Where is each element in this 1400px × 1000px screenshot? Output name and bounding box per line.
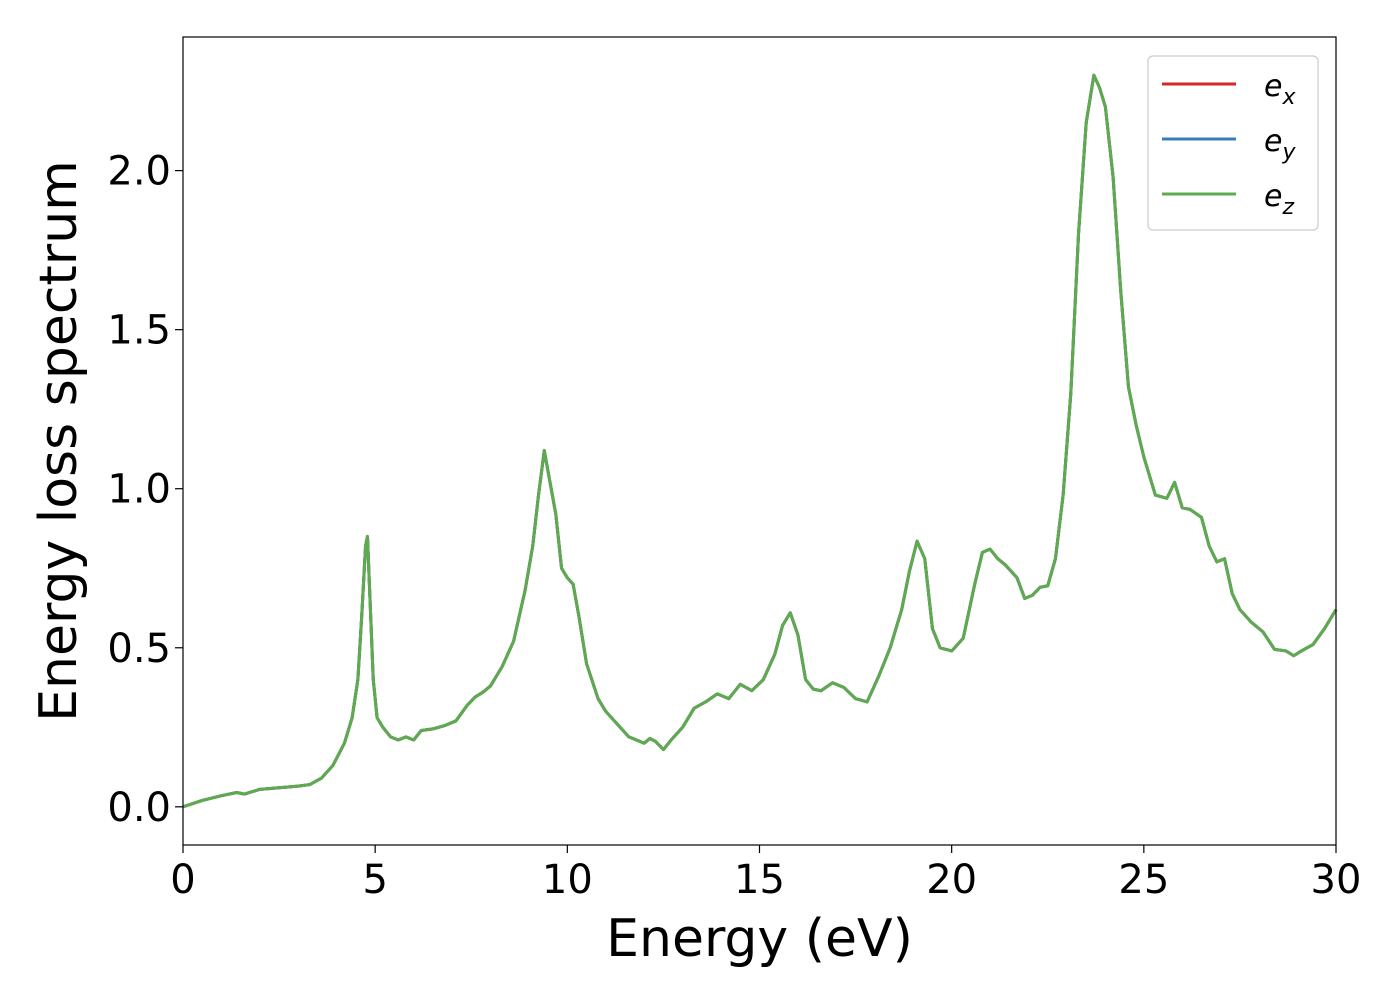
series-layer — [182, 73, 1338, 809]
y-axis: 0.0 0.5 1.0 1.5 2.0 — [107, 149, 183, 831]
y-tick-label: 0.0 — [107, 785, 171, 831]
x-tick-label: 20 — [926, 857, 977, 903]
x-tick-label: 30 — [1311, 857, 1362, 903]
series-line-e-z — [182, 73, 1338, 809]
x-tick-label: 5 — [362, 857, 387, 903]
legend-box — [1147, 55, 1319, 231]
y-tick-label: 2.0 — [107, 149, 171, 195]
x-tick-label: 15 — [734, 857, 785, 903]
y-tick-label: 1.5 — [107, 308, 171, 354]
legend: ex ey ez — [1147, 55, 1319, 231]
legend-label-z: ez — [1264, 179, 1294, 220]
x-tick-label: 25 — [1118, 857, 1169, 903]
x-tick-label: 0 — [170, 857, 195, 903]
x-axis-label: Energy (eV) — [606, 909, 913, 969]
legend-label-y: ey — [1264, 124, 1296, 165]
y-axis-label: Energy loss spectrum — [29, 160, 89, 722]
legend-label-x: ex — [1264, 69, 1296, 110]
x-axis: 0 5 10 15 20 25 30 — [170, 845, 1361, 903]
x-tick-label: 10 — [542, 857, 593, 903]
y-tick-label: 1.0 — [107, 467, 171, 513]
y-tick-label: 0.5 — [107, 626, 171, 672]
